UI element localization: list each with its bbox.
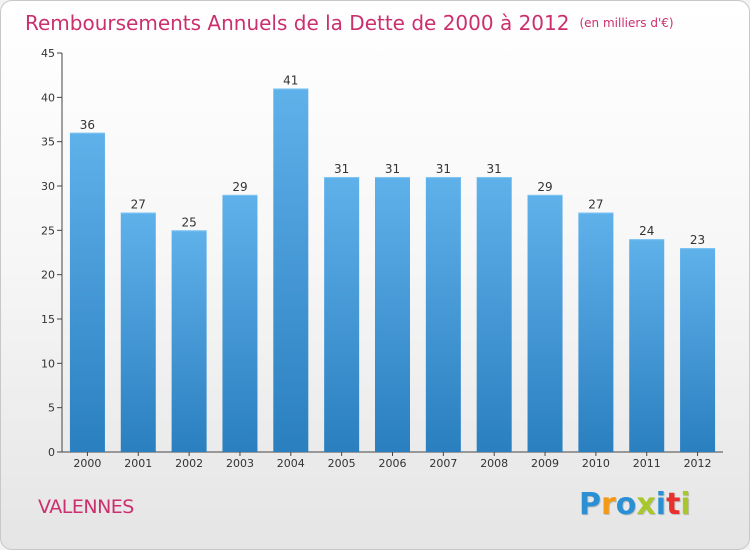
x-tick-label-2004: 2004 <box>277 457 305 470</box>
y-tick-label: 25 <box>41 224 55 237</box>
y-tick-label: 0 <box>48 446 55 459</box>
bar-2004 <box>273 88 309 452</box>
x-tick-label-2002: 2002 <box>175 457 203 470</box>
value-label-2000: 36 <box>80 118 95 132</box>
x-tick-label-2009: 2009 <box>531 457 559 470</box>
logo-letter: r <box>601 487 616 522</box>
bar-2002 <box>171 230 207 452</box>
value-label-2003: 29 <box>232 180 247 194</box>
bar-2003 <box>222 194 258 452</box>
y-tick-label: 35 <box>41 136 55 149</box>
bar-2007 <box>425 177 461 452</box>
bar-2011 <box>629 239 665 452</box>
value-label-2010: 27 <box>588 198 603 212</box>
logo-letter: i <box>655 487 667 522</box>
y-tick-label: 5 <box>48 402 55 415</box>
y-tick-label: 45 <box>41 47 55 60</box>
x-tick-label-2010: 2010 <box>582 457 610 470</box>
logo-letter: i <box>680 487 691 522</box>
bar-2001 <box>120 212 156 452</box>
bar-2009 <box>527 194 563 452</box>
y-tick-label: 15 <box>41 313 55 326</box>
logo-letter: t <box>666 487 681 522</box>
value-label-2009: 29 <box>537 180 552 194</box>
x-tick-label-2003: 2003 <box>226 457 254 470</box>
x-tick-label-2001: 2001 <box>124 457 152 470</box>
value-label-2005: 31 <box>334 162 349 176</box>
x-tick-label-2011: 2011 <box>633 457 661 470</box>
logo-letter: x <box>636 487 656 522</box>
bar-2008 <box>476 177 512 452</box>
x-tick-label-2006: 2006 <box>379 457 407 470</box>
chart-title: Remboursements Annuels de la Dette de 20… <box>25 10 674 36</box>
value-label-2007: 31 <box>436 162 451 176</box>
value-label-2011: 24 <box>639 224 654 238</box>
logo-letter: P <box>579 487 601 522</box>
bar-2000 <box>69 132 105 453</box>
value-label-2001: 27 <box>131 198 146 212</box>
bar-2005 <box>324 177 360 452</box>
bar-2012 <box>680 248 716 452</box>
bar-2010 <box>578 212 614 452</box>
x-tick-label-2000: 2000 <box>73 457 101 470</box>
bar-2006 <box>375 177 410 452</box>
town-name: VALENNES <box>38 496 134 518</box>
chart-unit-label: (en milliers d'€) <box>579 16 674 30</box>
x-tick-label-2005: 2005 <box>328 457 356 470</box>
x-tick-label-2008: 2008 <box>480 457 508 470</box>
x-tick-label-2012: 2012 <box>684 457 712 470</box>
y-tick-label: 30 <box>41 180 55 193</box>
y-tick-label: 20 <box>41 269 55 282</box>
value-label-2008: 31 <box>487 162 502 176</box>
y-tick-label: 10 <box>41 357 55 370</box>
chart-title-text: Remboursements Annuels de la Dette de 20… <box>25 11 570 35</box>
proxiti-logo[interactable]: Proxiti <box>579 487 691 523</box>
value-label-2006: 31 <box>385 162 400 176</box>
value-label-2004: 41 <box>283 73 298 87</box>
logo-letter: o <box>615 487 637 522</box>
value-label-2002: 25 <box>181 215 196 229</box>
value-label-2012: 23 <box>690 233 705 247</box>
y-tick-label: 40 <box>41 91 55 104</box>
x-tick-label-2007: 2007 <box>429 457 457 470</box>
